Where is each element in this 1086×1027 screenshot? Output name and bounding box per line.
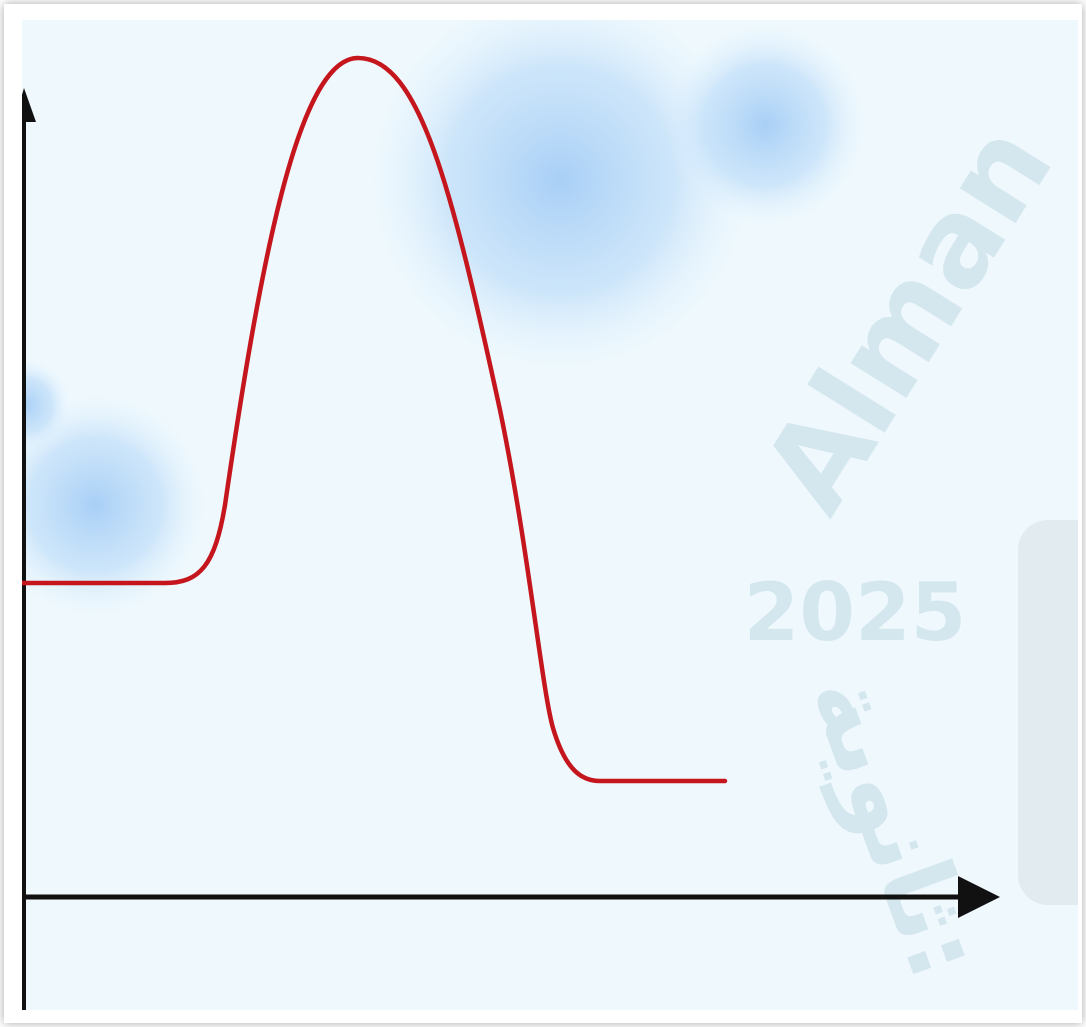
blob [665,25,865,225]
watermark-year: 2025 [744,566,967,659]
watermark-panel [1018,520,1086,905]
energy-diagram: Alman 2025 ثانوية: [0,0,1086,1027]
